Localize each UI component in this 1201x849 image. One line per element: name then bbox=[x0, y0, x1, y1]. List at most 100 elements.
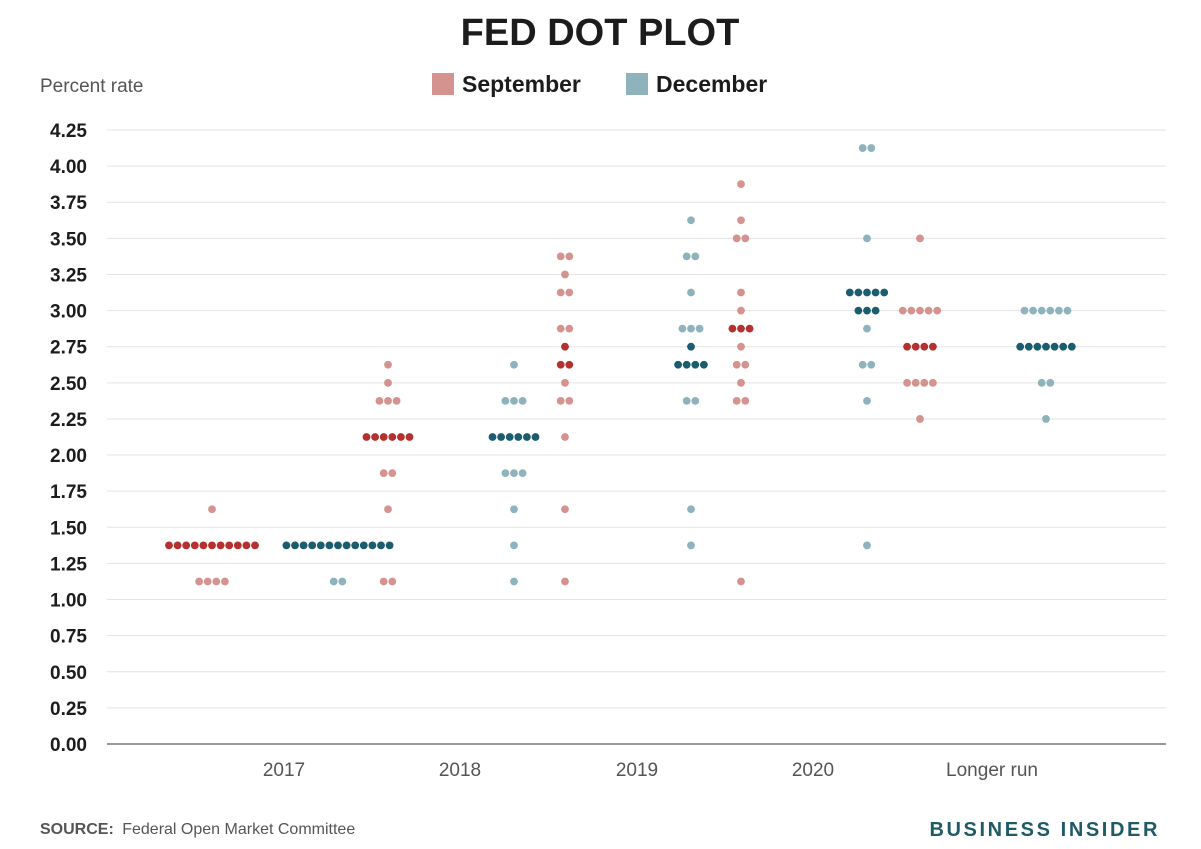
september-dot bbox=[199, 541, 208, 550]
december-dot bbox=[682, 396, 691, 405]
december-dot bbox=[687, 541, 695, 550]
september-dot bbox=[728, 324, 737, 333]
x-category-label: 2020 bbox=[792, 760, 834, 781]
december-dot bbox=[1024, 342, 1033, 351]
december-dot bbox=[678, 324, 687, 333]
y-tick-label: 0.50 bbox=[50, 663, 87, 684]
september-dot bbox=[388, 577, 397, 586]
gridlines bbox=[107, 129, 1166, 709]
december-dot bbox=[510, 541, 518, 550]
september-dot bbox=[565, 360, 574, 369]
december-dot bbox=[488, 433, 497, 441]
september-dot bbox=[929, 342, 937, 351]
september-dot bbox=[561, 433, 569, 441]
december-dot bbox=[510, 469, 518, 478]
december-dot bbox=[863, 541, 871, 550]
september-dot bbox=[388, 469, 397, 478]
december-dot bbox=[359, 541, 368, 550]
december-dot bbox=[531, 433, 540, 441]
y-axis-label: Percent rate bbox=[40, 76, 144, 97]
september-dot bbox=[371, 433, 379, 441]
y-tick-label: 4.25 bbox=[50, 121, 87, 142]
september-dot bbox=[737, 216, 745, 225]
december-dot bbox=[1033, 342, 1042, 351]
december-dot bbox=[867, 360, 876, 369]
y-tick-label: 2.50 bbox=[50, 374, 87, 395]
december-dot bbox=[501, 469, 510, 478]
december-dot bbox=[871, 306, 880, 315]
legend-swatch-september bbox=[432, 73, 454, 95]
september-dot bbox=[384, 360, 392, 369]
september-dot bbox=[561, 270, 569, 279]
september-dot bbox=[405, 433, 414, 441]
september-dot bbox=[556, 252, 565, 261]
september-dot bbox=[732, 396, 741, 405]
dot-marks bbox=[165, 144, 1076, 586]
december-dot bbox=[1067, 342, 1076, 351]
x-category-label: 2019 bbox=[616, 760, 658, 781]
september-dot bbox=[221, 577, 229, 586]
september-dot bbox=[920, 342, 929, 351]
x-category-label: 2018 bbox=[439, 760, 481, 781]
december-dot bbox=[691, 252, 700, 261]
september-dot bbox=[898, 306, 907, 315]
source-label: SOURCE: bbox=[40, 821, 114, 838]
september-dot bbox=[379, 577, 388, 586]
september-dot bbox=[732, 234, 741, 243]
december-dot bbox=[863, 396, 871, 405]
september-dot bbox=[737, 378, 745, 387]
september-dot bbox=[561, 378, 569, 387]
december-dot bbox=[351, 541, 360, 550]
september-dot bbox=[375, 396, 384, 405]
september-dot bbox=[388, 433, 397, 441]
december-dot bbox=[863, 306, 871, 315]
september-dot bbox=[225, 541, 234, 550]
december-dot bbox=[674, 360, 682, 369]
september-dot bbox=[384, 396, 392, 405]
december-dot bbox=[510, 360, 518, 369]
september-dot bbox=[903, 342, 911, 351]
december-dot bbox=[863, 234, 871, 243]
december-dot bbox=[691, 360, 700, 369]
december-dot bbox=[682, 252, 691, 261]
december-dot bbox=[510, 505, 518, 514]
september-dot bbox=[208, 505, 216, 514]
december-dot bbox=[1042, 415, 1050, 423]
december-dot bbox=[687, 505, 695, 514]
september-dot bbox=[929, 378, 937, 387]
y-tick-label: 2.75 bbox=[50, 338, 87, 359]
december-dot bbox=[377, 541, 385, 550]
september-dot bbox=[565, 288, 574, 297]
september-dot bbox=[208, 541, 216, 550]
y-tick-label: 0.00 bbox=[50, 735, 87, 756]
september-dot bbox=[182, 541, 191, 550]
footer: SOURCE: Federal Open Market Committee BU… bbox=[40, 819, 1157, 841]
september-dot bbox=[565, 252, 574, 261]
september-dot bbox=[379, 433, 388, 441]
y-tick-label: 3.50 bbox=[50, 229, 87, 250]
legend: September December bbox=[432, 71, 767, 97]
december-dot bbox=[863, 324, 871, 333]
december-dot bbox=[334, 541, 342, 550]
december-dot bbox=[385, 541, 394, 550]
december-dot bbox=[342, 541, 351, 550]
december-dot bbox=[1046, 306, 1055, 315]
september-dot bbox=[362, 433, 371, 441]
december-dot bbox=[368, 541, 377, 550]
september-dot bbox=[173, 541, 182, 550]
y-tick-label: 2.00 bbox=[50, 446, 87, 467]
december-dot bbox=[858, 360, 867, 369]
y-tick-label: 4.00 bbox=[50, 157, 87, 178]
december-dot bbox=[1059, 342, 1068, 351]
december-dot bbox=[282, 541, 291, 550]
december-dot bbox=[1016, 342, 1025, 351]
september-dot bbox=[916, 306, 924, 315]
legend-label-september: September bbox=[462, 71, 581, 97]
december-dot bbox=[1029, 306, 1037, 315]
september-dot bbox=[741, 396, 750, 405]
december-dot bbox=[299, 541, 308, 550]
september-dot bbox=[251, 541, 259, 550]
december-dot bbox=[501, 396, 510, 405]
december-dot bbox=[858, 144, 867, 152]
